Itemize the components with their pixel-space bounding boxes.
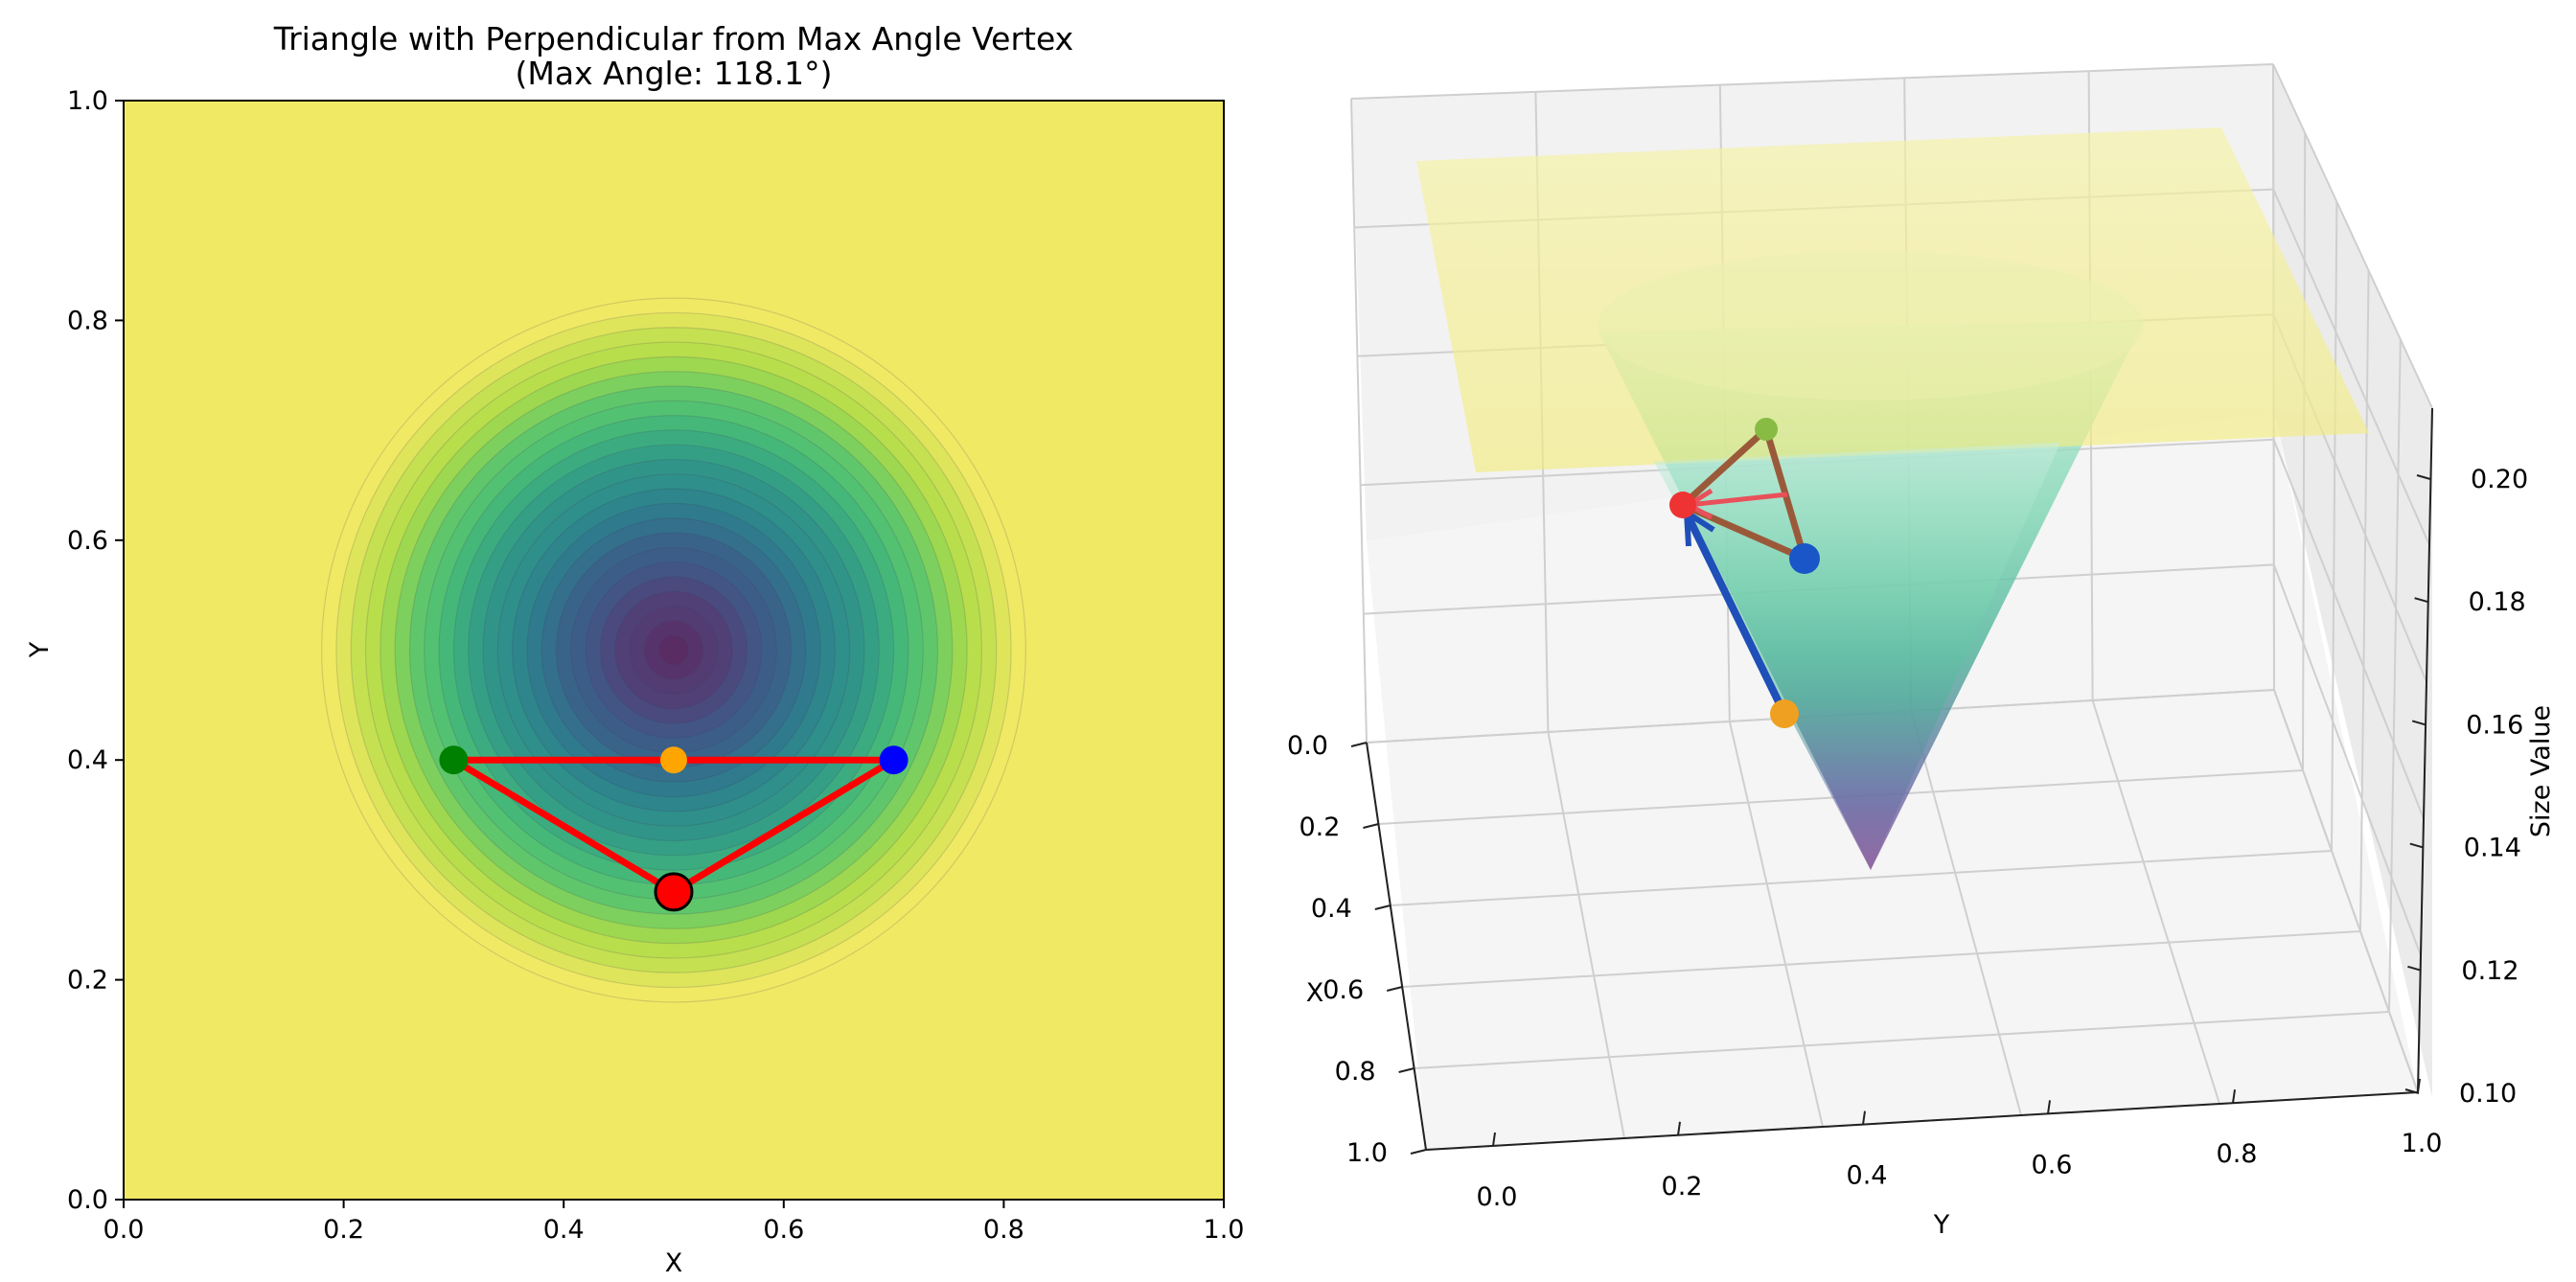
wall-grid-z: [1350, 63, 2274, 100]
side-grid-x: [2388, 339, 2402, 1013]
z-tick-3d: [2416, 474, 2431, 480]
side-grid-x: [2331, 201, 2338, 852]
x-tick-3d: [1363, 823, 1379, 829]
red-vertex-3d: [1669, 492, 1696, 518]
x-tick-label-3d: 1.0: [1346, 1138, 1388, 1168]
x-tick-label-3d: 0.4: [1311, 894, 1352, 924]
tick-layer-3d: 0.0 0.2 0.4 0.6 0.8 1.0 0.0 0.2 0.4 0.6 0.8 1.0 0.10…: [1287, 465, 2528, 1212]
green-vertex-3d: [1755, 418, 1778, 441]
floor-grid-y: [2091, 699, 2220, 1105]
right-panel: 0.0 0.2 0.4 0.6 0.8 1.0 0.0 0.2 0.4 0.6 0.8 1.0 0.10…: [1287, 63, 2556, 1240]
chart-title-line2: (Max Angle: 118.1°): [516, 55, 833, 92]
floor-grid-y: [1910, 710, 2022, 1116]
x-tick-label: 0.6: [763, 1215, 804, 1245]
x-tick-label: 0.8: [983, 1215, 1024, 1245]
x-tick-label-3d: 0.6: [1322, 975, 1364, 1005]
z-axis-label-3d: Size Value: [2526, 705, 2556, 837]
x-tick-3d: [1386, 986, 1403, 992]
triangle-3d: [1669, 418, 1820, 728]
y-tick-label: 0.4: [67, 745, 108, 775]
y-tick-label-3d: 0.6: [2032, 1150, 2073, 1179]
z-tick-label-3d: 0.20: [2471, 465, 2528, 494]
x-tick-label: 0.2: [323, 1215, 364, 1245]
blue-vertex-3d: [1789, 543, 1820, 574]
floor-grid-x: [1402, 930, 2361, 988]
contour-field: [321, 297, 1026, 1003]
y-axis-label: Y: [25, 641, 55, 658]
y-tick-3d: [1862, 1110, 1866, 1125]
y-tick-label: 0.2: [67, 966, 108, 996]
z-tick-3d: [2404, 1088, 2420, 1094]
edge-red-green: [1680, 426, 1769, 508]
x-tick-label: 0.0: [104, 1215, 145, 1245]
height-arrow: [1685, 515, 1788, 716]
x-tick-3d: [1398, 1067, 1414, 1073]
y-tick-3d: [2232, 1089, 2236, 1104]
z-tick-label-3d: 0.12: [2461, 956, 2518, 986]
y-tick-3d: [1492, 1132, 1496, 1147]
x-tick-3d: [1410, 1149, 1427, 1155]
z-tick-label-3d: 0.10: [2459, 1079, 2517, 1109]
y-tick-3d: [2047, 1100, 2051, 1114]
wall-grid-y: [1350, 98, 1368, 744]
x-tick-3d: [1350, 742, 1368, 747]
y-tick-label: 0.0: [67, 1185, 108, 1215]
chart-title-line1: Triangle with Perpendicular from Max Ang…: [273, 20, 1073, 57]
orange-foot-3d: [1770, 699, 1799, 728]
x-tick-label: 0.4: [543, 1215, 585, 1245]
y-tick-label-3d: 0.8: [2217, 1139, 2258, 1169]
side-grid-z: [2272, 63, 2433, 409]
y-axis-line: [1425, 1091, 2419, 1151]
y-tick-label-3d: 0.0: [1477, 1182, 1518, 1212]
perpendicular-foot: [660, 746, 687, 774]
y-tick-label: 1.0: [67, 86, 108, 116]
z-tick-3d: [2411, 720, 2426, 726]
floor-grid-y: [1547, 731, 1625, 1139]
z-tick-label-3d: 0.14: [2464, 834, 2521, 863]
side-grid-z: [2272, 189, 2430, 546]
x-axis-label-3d: X: [1306, 978, 1324, 1008]
side-grid-x: [2302, 132, 2307, 771]
contour-level: [658, 634, 689, 666]
x-tick-label-3d: 0.8: [1335, 1057, 1376, 1087]
z-tick-3d: [2414, 597, 2428, 604]
floor-grid-x: [1390, 850, 2333, 906]
size-plane: [1416, 127, 2369, 472]
x-axis-line: [1366, 742, 1427, 1151]
y-tick-3d: [2417, 1078, 2421, 1093]
z-tick-label-3d: 0.16: [2466, 710, 2523, 740]
z-tick-label-3d: 0.18: [2469, 587, 2526, 617]
plot-frame: [123, 100, 1225, 1201]
x-tick-label-3d: 0.0: [1287, 731, 1328, 761]
cone-lower: [1654, 443, 2060, 870]
y-axis-label-3d: Y: [1933, 1210, 1950, 1240]
side-grid-x: [2359, 270, 2370, 932]
perpendicular-arrow: [1688, 492, 1788, 508]
side-grid-z: [2273, 689, 2419, 1093]
max-angle-vertex: [654, 872, 694, 912]
blue-vertex: [879, 745, 908, 775]
y-tick-label-3d: 0.4: [1847, 1161, 1888, 1191]
y-tick-label: 0.8: [67, 306, 108, 335]
left-panel: Triangle with Perpendicular from Max Ang…: [25, 20, 1244, 1278]
tick-layer: 0.0 0.2 0.4 0.6 0.8 1.0 0.0 0.2 0.4 0.6 0.8 1.0: [67, 86, 1244, 1245]
x-axis-label: X: [665, 1248, 683, 1278]
green-vertex: [439, 745, 469, 775]
floor-grid-y: [1728, 721, 1824, 1128]
y-tick-label-3d: 1.0: [2402, 1129, 2443, 1158]
z-axis-line: [2417, 407, 2433, 1093]
side-grid-z: [2272, 564, 2422, 956]
floor-grid-x: [1414, 1011, 2390, 1069]
y-tick-label-3d: 0.2: [1662, 1172, 1703, 1202]
z-tick-3d: [2407, 965, 2422, 972]
triangle-layer: [439, 745, 908, 912]
side-grid-z: [2272, 439, 2425, 819]
z-tick-3d: [2409, 842, 2425, 849]
y-tick-3d: [1677, 1121, 1681, 1135]
x-tick-3d: [1374, 904, 1392, 910]
x-tick-label-3d: 0.2: [1299, 813, 1340, 842]
x-tick-label: 1.0: [1204, 1215, 1245, 1245]
y-tick-label: 0.6: [67, 526, 108, 556]
